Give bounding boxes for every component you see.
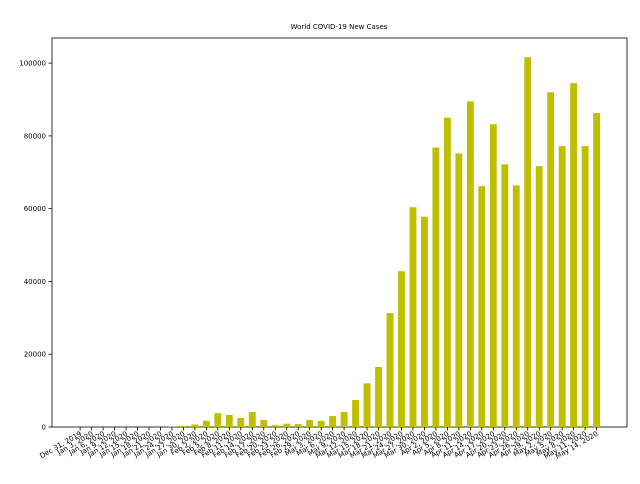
- bar: [398, 271, 405, 427]
- y-tick-label: 60000: [24, 205, 46, 213]
- bar: [455, 153, 462, 427]
- bar: [387, 313, 394, 427]
- bar: [272, 425, 279, 427]
- bar: [329, 416, 336, 427]
- bar: [249, 412, 256, 427]
- bar: [490, 124, 497, 427]
- y-tick-label: 100000: [19, 60, 46, 68]
- bar: [444, 118, 451, 427]
- y-tick-label: 80000: [24, 132, 46, 140]
- bar: [421, 217, 428, 427]
- bar: [191, 424, 198, 427]
- bar: [559, 146, 566, 427]
- bar: [237, 418, 244, 427]
- y-tick-label: 20000: [24, 351, 46, 359]
- bar: [203, 421, 210, 427]
- bar: [501, 164, 508, 427]
- bar: [478, 186, 485, 427]
- bar: [180, 426, 187, 427]
- bar: [513, 185, 520, 427]
- chart-title: World COVID-19 New Cases: [291, 23, 388, 31]
- bar: [214, 413, 221, 427]
- bar: [306, 420, 313, 427]
- bar: [467, 101, 474, 427]
- bar: [593, 113, 600, 427]
- bar: [524, 57, 531, 427]
- y-tick-label: 40000: [24, 278, 46, 286]
- bar: [547, 92, 554, 427]
- bar: [375, 367, 382, 427]
- bar: [570, 83, 577, 427]
- bar: [352, 400, 359, 427]
- bar: [432, 148, 439, 427]
- bar: [318, 421, 325, 427]
- bar: [364, 383, 371, 427]
- bar: [582, 146, 589, 427]
- bar: [283, 424, 290, 427]
- bar: [295, 424, 302, 427]
- bar: [341, 412, 348, 427]
- bar: [260, 420, 267, 427]
- bar: [536, 166, 543, 427]
- y-tick-label: 0: [42, 424, 46, 432]
- bar: [226, 415, 233, 427]
- bar: [410, 207, 417, 427]
